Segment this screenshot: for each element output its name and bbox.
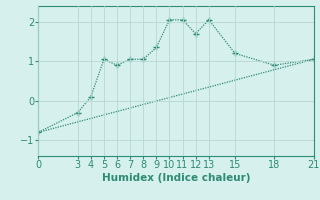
X-axis label: Humidex (Indice chaleur): Humidex (Indice chaleur)	[102, 173, 250, 183]
